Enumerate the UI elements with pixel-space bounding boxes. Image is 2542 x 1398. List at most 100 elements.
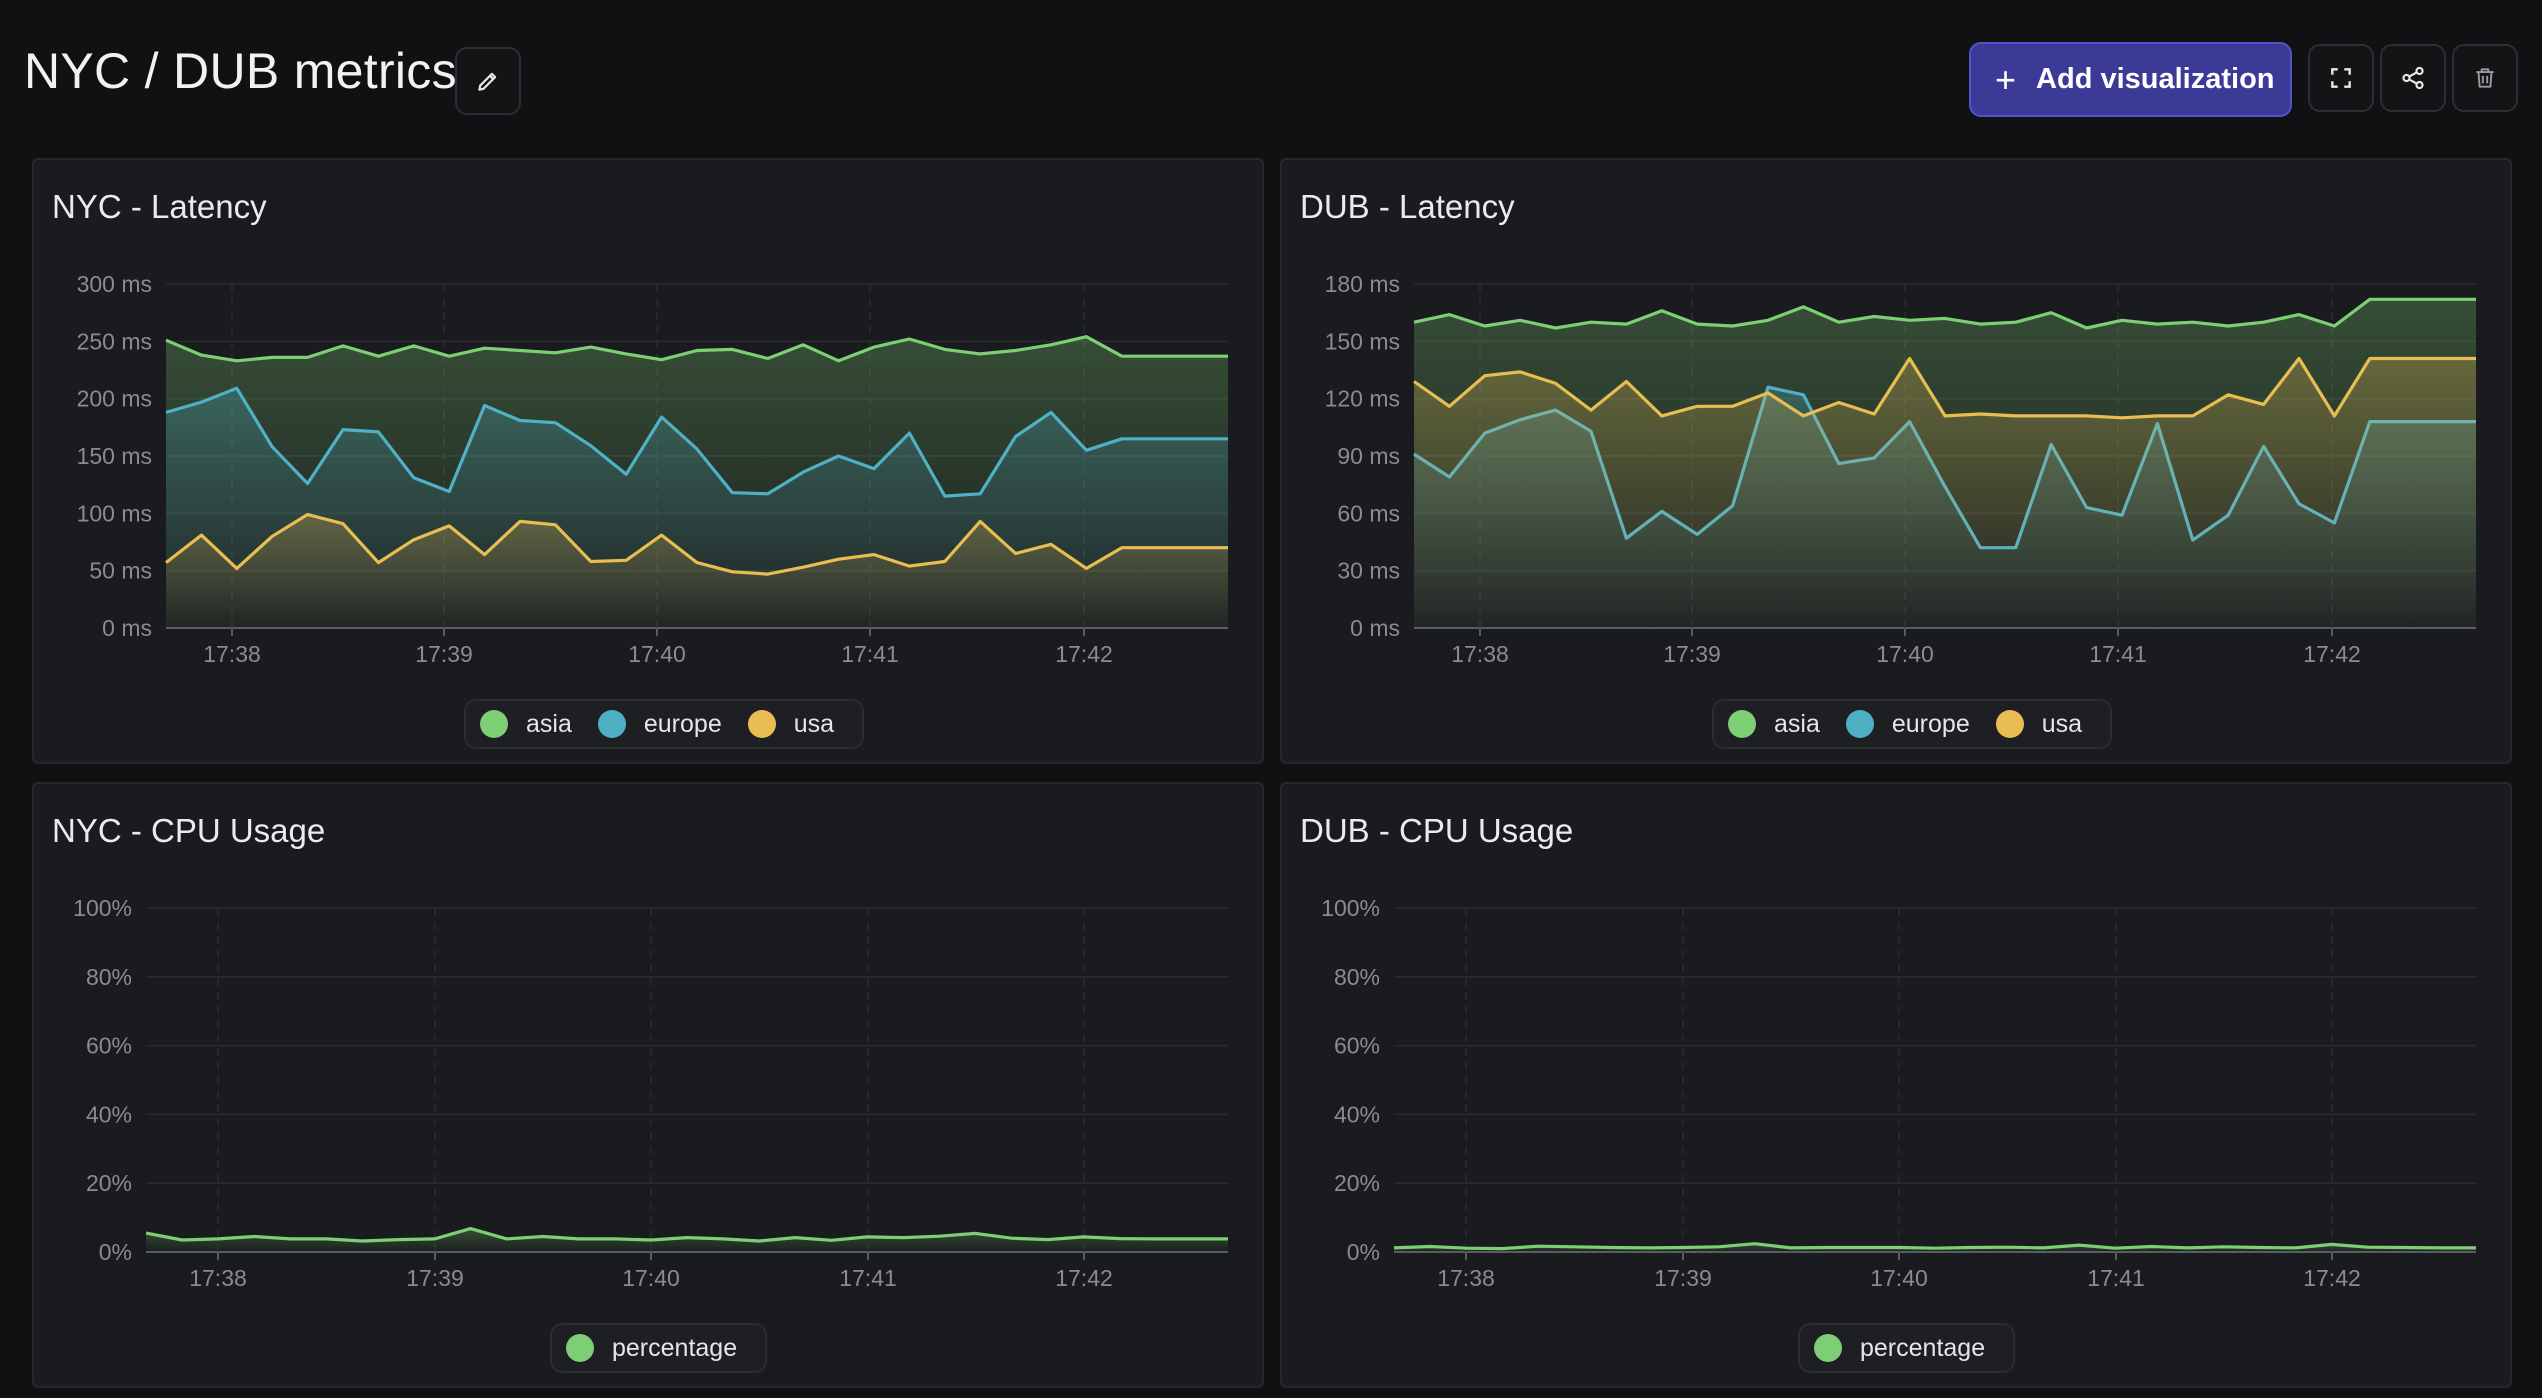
- series-line-percentage[interactable]: [1393, 1242, 2476, 1251]
- legend-item-usa[interactable]: usa: [1995, 709, 2096, 739]
- x-tick-label: 17:40: [628, 641, 686, 667]
- chart-legend: percentage: [550, 1323, 768, 1373]
- delete-button[interactable]: [2452, 44, 2518, 112]
- chart-legend: asia europe usa: [464, 699, 865, 749]
- x-tick-label: 17:41: [2089, 641, 2147, 667]
- panel-title: DUB - CPU Usage: [1300, 812, 1574, 849]
- series-line-asia[interactable]: [165, 335, 1228, 363]
- series-area-percentage: [1394, 1243, 2476, 1252]
- y-tick-label: 0%: [1347, 1239, 1380, 1265]
- legend-item-europe[interactable]: europe: [597, 709, 736, 739]
- y-tick-label: 60 ms: [1337, 500, 1400, 526]
- legend-swatch: [1728, 710, 1756, 738]
- legend-label: percentage: [612, 1333, 738, 1362]
- nyc-latency-chart: 0 ms 50 ms 100 ms 150 ms 200 ms 250 ms 300 ms 1…: [77, 271, 1228, 667]
- legend-label: europe: [643, 709, 722, 738]
- legend-item-europe[interactable]: europe: [1845, 709, 1984, 739]
- x-tick-label: 17:41: [2087, 1265, 2145, 1291]
- series-line-usa[interactable]: [165, 512, 1228, 576]
- x-tick-label: 17:42: [2303, 1265, 2361, 1291]
- legend-item-percentage[interactable]: percentage: [1814, 1334, 1999, 1363]
- edit-title-button[interactable]: [455, 47, 521, 115]
- pencil-icon: [478, 72, 497, 91]
- legend-label: percentage: [1860, 1333, 1986, 1362]
- panel-title: NYC - Latency: [52, 188, 267, 225]
- legend-label: asia: [526, 709, 572, 738]
- legend-label: usa: [2041, 709, 2083, 738]
- legend-item-usa[interactable]: usa: [747, 709, 848, 739]
- y-tick-label: 0%: [99, 1239, 132, 1265]
- y-tick-label: 30 ms: [1337, 558, 1400, 584]
- y-tick-label: 200 ms: [77, 386, 152, 412]
- dashboard-header: NYC / DUB metrics + Add visualization: [0, 0, 2542, 150]
- x-tick-label: 17:42: [1055, 641, 1113, 667]
- x-tick-label: 17:38: [1437, 1265, 1495, 1291]
- y-tick-label: 120 ms: [1325, 386, 1400, 412]
- y-tick-label: 0 ms: [1350, 615, 1400, 641]
- y-tick-label: 150 ms: [1325, 328, 1400, 354]
- y-tick-label: 80%: [86, 964, 132, 990]
- series-area-usa: [1414, 358, 2476, 628]
- share-icon: [2402, 66, 2424, 90]
- legend-swatch: [480, 710, 508, 738]
- legend-label: asia: [1774, 709, 1820, 738]
- y-tick-label: 50 ms: [89, 558, 152, 584]
- x-tick-label: 17:42: [1055, 1265, 1113, 1291]
- series-line-usa[interactable]: [1413, 356, 2476, 420]
- y-tick-label: 20%: [86, 1170, 132, 1196]
- chart-legend: percentage: [1798, 1323, 2016, 1373]
- x-tick-label: 17:42: [2303, 641, 2361, 667]
- add-visualization-button[interactable]: + Add visualization: [1969, 42, 2292, 117]
- panel-nyc-cpu[interactable]: NYC - CPU Usage 0% 20% 40% 60% 80% 100% 17:38 1…: [32, 782, 1264, 1388]
- y-tick-label: 80%: [1334, 964, 1380, 990]
- legend-item-asia[interactable]: asia: [1728, 710, 1834, 739]
- x-tick-label: 17:39: [1654, 1265, 1712, 1291]
- legend-swatch: [1814, 1334, 1842, 1362]
- nyc-cpu-chart: 0% 20% 40% 60% 80% 100% 17:38 17:39 17:40 17:41 17…: [73, 895, 1228, 1291]
- dub-latency-chart: 0 ms 30 ms 60 ms 90 ms 120 ms 150 ms 180 ms 17:…: [1325, 271, 2476, 667]
- y-tick-label: 100%: [1321, 895, 1380, 921]
- legend-swatch: [566, 1334, 594, 1362]
- share-button[interactable]: [2380, 44, 2446, 112]
- legend-label: europe: [1891, 709, 1970, 738]
- series-line-asia[interactable]: [1413, 297, 2476, 330]
- legend-swatch: [597, 710, 626, 738]
- add-visualization-label: Add visualization: [2036, 63, 2275, 95]
- y-tick-label: 20%: [1334, 1170, 1380, 1196]
- panel-nyc-latency[interactable]: NYC - Latency 0 ms 50 ms 100 ms 150 ms 200 m…: [32, 158, 1264, 764]
- panel-dub-cpu[interactable]: DUB - CPU Usage 0% 20% 40% 60% 80% 100% 17:38 1…: [1280, 782, 2512, 1388]
- y-tick-label: 40%: [86, 1101, 132, 1127]
- x-tick-label: 17:38: [189, 1265, 247, 1291]
- legend-swatch: [1845, 710, 1874, 738]
- fullscreen-button[interactable]: [2308, 44, 2374, 112]
- chart-legend: asia europe usa: [1712, 699, 2113, 749]
- x-tick-label: 17:38: [1451, 641, 1509, 667]
- series-line-percentage[interactable]: [145, 1227, 1228, 1243]
- y-tick-label: 100 ms: [77, 500, 152, 526]
- y-tick-label: 150 ms: [77, 443, 152, 469]
- page-title: NYC / DUB metrics: [24, 43, 457, 99]
- legend-swatch: [747, 710, 776, 738]
- series-line-europe[interactable]: [165, 386, 1228, 498]
- panel-dub-latency[interactable]: DUB - Latency 0 ms 30 ms 60 ms 90 ms 120 ms 1…: [1280, 158, 2512, 764]
- dub-cpu-chart: 0% 20% 40% 60% 80% 100% 17:38 17:39 17:40 17:41 17…: [1321, 895, 2476, 1291]
- y-tick-label: 90 ms: [1337, 443, 1400, 469]
- x-tick-label: 17:40: [1870, 1265, 1928, 1291]
- trash-icon: [2476, 68, 2494, 88]
- series-area-percentage: [146, 1228, 1228, 1252]
- x-tick-label: 17:39: [1663, 641, 1721, 667]
- x-tick-label: 17:40: [622, 1265, 680, 1291]
- fullscreen-icon: [2331, 68, 2351, 88]
- x-tick-label: 17:39: [415, 641, 473, 667]
- panel-title: DUB - Latency: [1300, 188, 1515, 225]
- legend-item-percentage[interactable]: percentage: [566, 1334, 751, 1363]
- legend-label: usa: [793, 709, 835, 738]
- x-tick-label: 17:39: [406, 1265, 464, 1291]
- y-tick-label: 40%: [1334, 1101, 1380, 1127]
- y-tick-label: 0 ms: [102, 615, 152, 641]
- plus-icon: +: [1995, 58, 2017, 100]
- legend-item-asia[interactable]: asia: [480, 710, 586, 739]
- x-tick-label: 17:41: [841, 641, 899, 667]
- x-tick-label: 17:41: [839, 1265, 897, 1291]
- y-tick-label: 60%: [86, 1033, 132, 1059]
